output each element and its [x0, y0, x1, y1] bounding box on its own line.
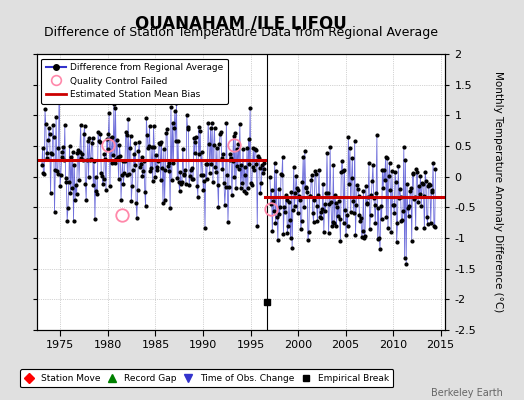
Legend: Difference from Regional Average, Quality Control Failed, Estimated Station Mean: Difference from Regional Average, Qualit… [41, 58, 228, 104]
Text: Berkeley Earth: Berkeley Earth [431, 388, 503, 398]
Y-axis label: Monthly Temperature Anomaly Difference (°C): Monthly Temperature Anomaly Difference (… [493, 71, 503, 313]
Legend: Station Move, Record Gap, Time of Obs. Change, Empirical Break: Station Move, Record Gap, Time of Obs. C… [20, 370, 394, 388]
Text: Difference of Station Temperature Data from Regional Average: Difference of Station Temperature Data f… [44, 26, 438, 39]
Text: OUANAHAM /ILE LIFOU: OUANAHAM /ILE LIFOU [135, 14, 347, 32]
